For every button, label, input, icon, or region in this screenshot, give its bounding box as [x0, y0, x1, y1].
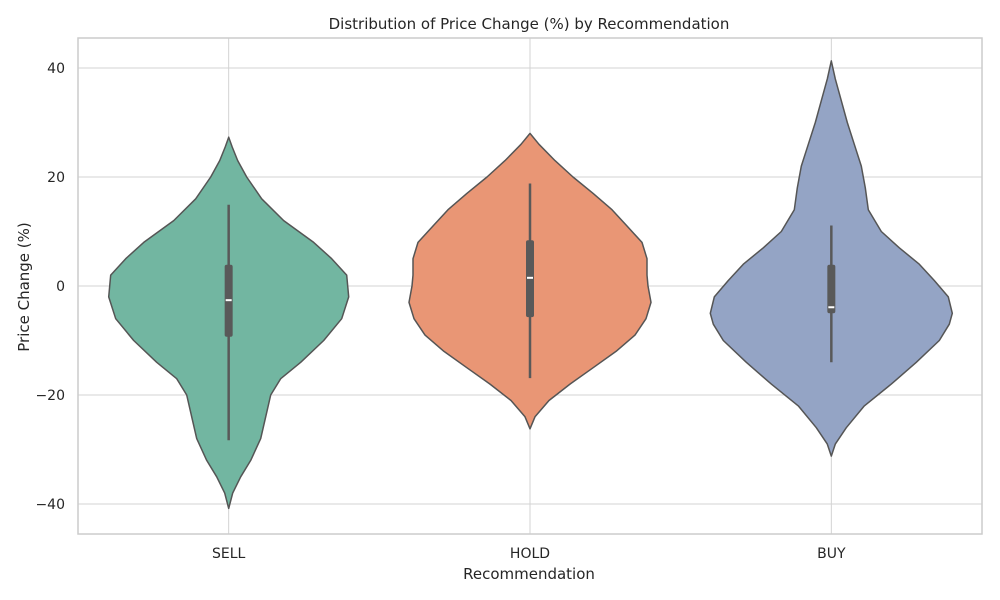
y-tick-labels: −40 −20 0 20 40 — [35, 61, 65, 513]
iqr-box — [827, 264, 836, 314]
y-tick-label: 40 — [47, 61, 65, 77]
y-axis-label: Price Change (%) — [15, 222, 33, 352]
violin-hold — [408, 132, 652, 430]
chart-title: Distribution of Price Change (%) by Reco… — [329, 15, 730, 33]
x-tick-labels: SELL HOLD BUY — [212, 546, 846, 562]
y-tick-label: −40 — [35, 497, 65, 513]
x-axis-label: Recommendation — [463, 565, 595, 583]
violin-buy — [709, 60, 954, 457]
y-tick-label: 20 — [47, 170, 65, 186]
plot-frame — [77, 37, 983, 535]
violin-sell — [107, 136, 350, 510]
y-tick-label: 0 — [56, 279, 65, 295]
x-tick-label-sell: SELL — [212, 546, 246, 562]
x-tick-label-buy: BUY — [817, 546, 846, 562]
violins — [107, 60, 954, 510]
x-tick-label-hold: HOLD — [510, 546, 550, 562]
y-tick-label: −20 — [35, 388, 65, 404]
